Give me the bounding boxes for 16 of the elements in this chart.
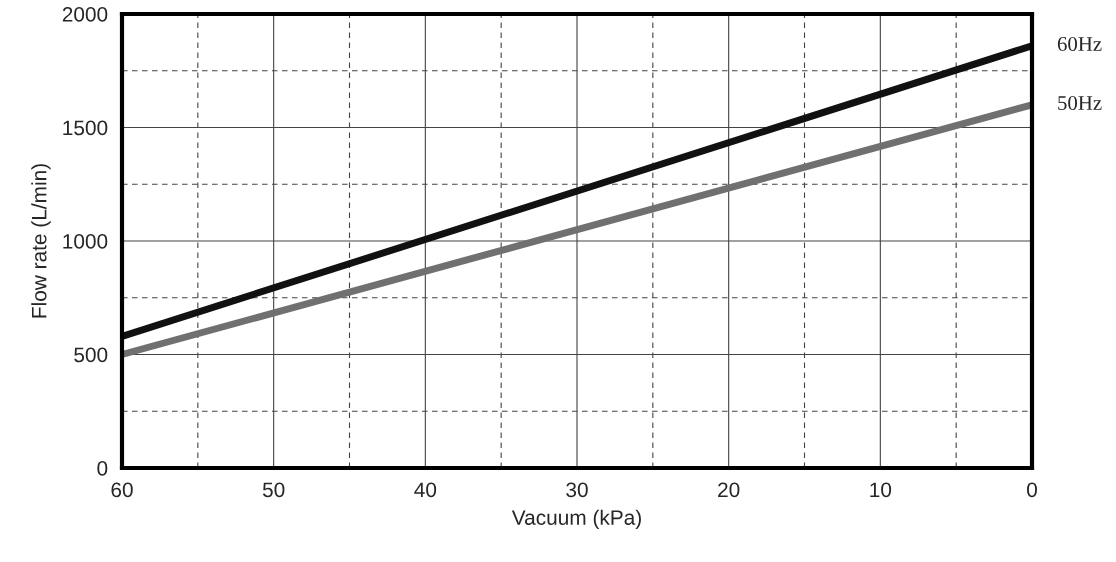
y-tick-label: 1500 bbox=[63, 120, 108, 136]
x-tick-label: 60 bbox=[111, 482, 133, 498]
x-tick-label: 0 bbox=[1027, 482, 1037, 498]
y-tick-label: 2000 bbox=[62, 7, 108, 22]
y-tick-label: 0 bbox=[97, 461, 108, 476]
y-tick-label: 500 bbox=[74, 347, 108, 363]
x-tick-label: 20 bbox=[718, 482, 740, 498]
y-tick-label: 1000 bbox=[63, 234, 108, 249]
series-label: 50Hz bbox=[1058, 95, 1102, 111]
x-tick-label: 10 bbox=[870, 482, 892, 498]
x-tick-label: 40 bbox=[414, 482, 437, 498]
x-tick-label: 30 bbox=[566, 482, 588, 498]
y-axis-title: Flow rate (L/min) bbox=[31, 164, 51, 318]
series-label: 60Hz bbox=[1057, 36, 1102, 51]
x-axis-title: Vacuum (kPa) bbox=[511, 509, 641, 530]
x-tick-label: 50 bbox=[262, 482, 285, 498]
